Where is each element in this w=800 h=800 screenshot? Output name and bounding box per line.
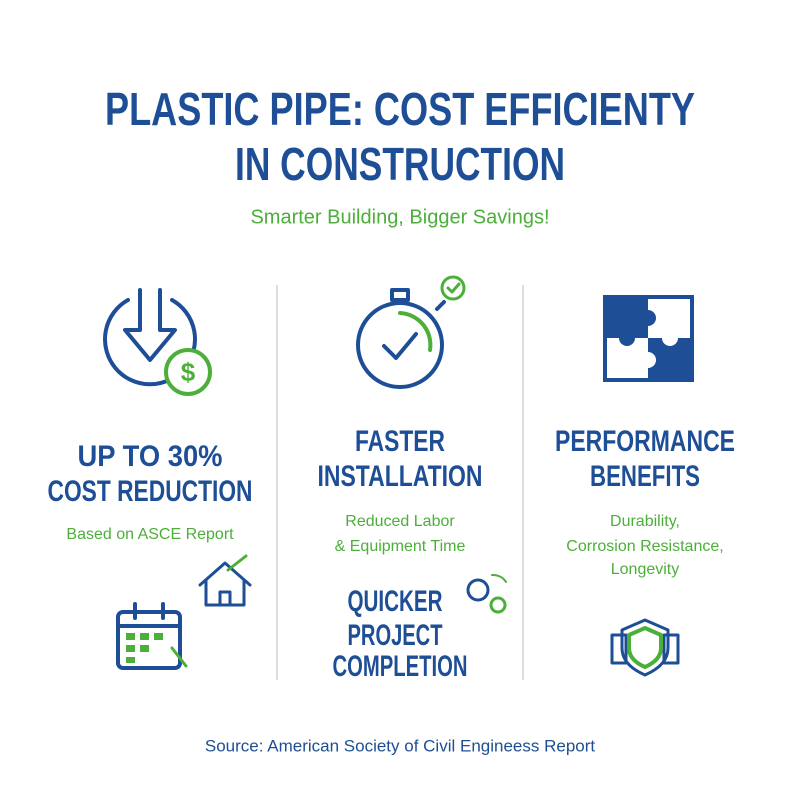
- shield-pipe-icon: [610, 618, 680, 677]
- column-heading: QUICKER: [348, 585, 443, 618]
- column-detail: Longevity: [611, 561, 680, 578]
- column-heading: FASTER: [355, 425, 445, 458]
- subtitle: Smarter Building, Bigger Savings!: [250, 206, 549, 228]
- column-heading: BENEFITS: [590, 460, 700, 493]
- column-heading: UP TO 30%: [78, 440, 223, 473]
- column-heading: INSTALLATION: [318, 460, 483, 493]
- house-icon: [198, 554, 252, 607]
- column-heading: COMPLETION: [333, 650, 468, 683]
- gears-icon: [466, 573, 507, 614]
- source-note: Source: American Society of Civil Engine…: [205, 736, 596, 755]
- title: IN CONSTRUCTION: [235, 138, 565, 190]
- column-detail: Reduced Labor: [345, 513, 455, 530]
- column-detail: Durability,: [610, 513, 680, 530]
- stopwatch-icon: [356, 275, 466, 389]
- column-detail: Corrosion Resistance,: [566, 538, 723, 555]
- column-heading: PROJECT: [348, 619, 443, 652]
- svg-text:$: $: [181, 357, 196, 387]
- column-detail: & Equipment Time: [335, 538, 466, 555]
- calendar-icon: [116, 602, 188, 670]
- column-detail: Based on ASCE Report: [66, 526, 234, 543]
- puzzle-icon: [603, 295, 694, 382]
- title: PLASTIC PIPE: COST EFFICIENTY: [105, 83, 695, 135]
- column-heading: COST REDUCTION: [48, 475, 253, 508]
- cost-icon: $: [103, 288, 212, 396]
- column-heading: PERFORMANCE: [555, 425, 735, 458]
